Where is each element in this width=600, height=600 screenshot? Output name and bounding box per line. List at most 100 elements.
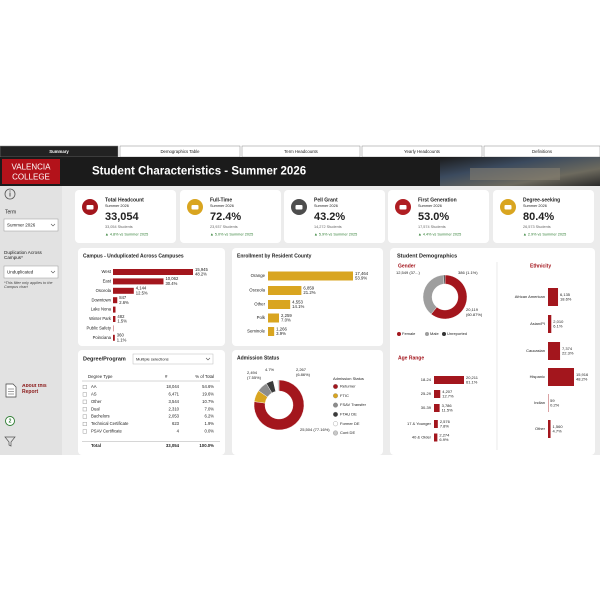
page-title: Student Characteristics - Summer 2026	[92, 166, 306, 178]
kpi-change: ▲ 4.8% vs Summer 2025	[105, 233, 148, 237]
checkbox[interactable]	[82, 422, 87, 427]
table-header: Degree Type	[88, 374, 113, 379]
checkbox[interactable]	[82, 414, 87, 419]
kpi-change: ▲ 5.9% vs Summer 2025	[314, 233, 357, 237]
kpi-detail: 14,272 Students	[314, 225, 342, 229]
checkbox[interactable]	[82, 429, 87, 434]
bar-category: Indian	[534, 400, 545, 405]
bar-value-label: 3,786	[442, 403, 453, 408]
tab-label[interactable]: Term Headcounts	[284, 149, 318, 154]
table-cell: 623	[172, 421, 180, 426]
badge-count[interactable]: 2	[9, 419, 12, 425]
checkbox[interactable]	[82, 399, 87, 404]
chevron	[50, 223, 56, 227]
bar-value-label: 15,945	[195, 267, 208, 272]
kpi-icon-glyph	[504, 205, 512, 210]
table-cell: 3,544	[169, 399, 180, 404]
bar-value-label: 2,259	[281, 313, 292, 318]
bar	[113, 287, 134, 294]
donut-slice	[430, 274, 468, 320]
donut-label-box: 2,494 (7.55%)	[247, 371, 261, 379]
legend-swatch	[333, 411, 338, 417]
bar-percent-label: 1.1%	[117, 338, 127, 343]
bar-value-label: 2,576	[440, 419, 451, 424]
donut-label-box: 2,267 (6.86%)	[296, 368, 311, 377]
legend-swatch	[333, 402, 338, 408]
bar-category: African American	[515, 294, 545, 299]
kpi-icon-glyph	[191, 205, 199, 210]
bar-percent-label: 7.0%	[281, 318, 291, 323]
tab-label[interactable]: Demographics Table	[160, 149, 200, 154]
checkbox[interactable]	[82, 392, 87, 397]
table-total: Total	[91, 443, 101, 448]
dropdown[interactable]	[132, 353, 214, 365]
bar	[548, 368, 574, 386]
bar	[113, 334, 115, 341]
table-cell: 54.6%	[202, 384, 214, 389]
donut-slice	[253, 379, 305, 431]
checkbox[interactable]	[82, 385, 87, 390]
badge[interactable]	[5, 416, 15, 426]
bar-category: Caucasian	[526, 348, 545, 353]
filter-label: Duplication Across Campus*	[4, 250, 42, 261]
table-cell: 6.2%	[204, 414, 214, 419]
dropdown-value[interactable]: Summer 2026	[7, 222, 36, 227]
info-icon-bar	[9, 192, 11, 197]
bar-percent-label: 14.1%	[292, 304, 304, 309]
dropdown-value[interactable]: Unduplicated	[7, 269, 34, 274]
donut-label: 2,267 (6.86%)	[296, 368, 311, 377]
dropdown[interactable]	[3, 218, 59, 232]
card	[232, 350, 383, 455]
chevron	[50, 270, 56, 274]
tab-label[interactable]: Yearly Headcounts	[404, 149, 440, 154]
bar-percent-label: 30.4%	[165, 281, 177, 286]
dropdown[interactable]	[3, 265, 59, 279]
donut-label: 4.7%	[265, 368, 275, 372]
bar-value-label: 6,859	[303, 285, 314, 290]
tab-label[interactable]: Definitions	[532, 149, 552, 154]
kpi-value: 53.0%	[418, 211, 449, 223]
bar-percent-label: 53.9%	[355, 276, 367, 281]
bar	[113, 269, 193, 275]
kpi-change: ▲ 4.4% vs Summer 2025	[418, 233, 461, 237]
table-cell: 7.0%	[204, 406, 214, 411]
bar-percent-label: 2.6%	[119, 300, 129, 305]
info-icon[interactable]	[4, 188, 16, 200]
bar	[434, 420, 438, 428]
bar-percent-label: 12.7%	[442, 394, 454, 399]
table-cell: Technical Certificate	[91, 421, 129, 426]
kpi-icon-glyph	[295, 205, 303, 210]
card-title: Degree/Program	[83, 356, 126, 362]
kpi-title: Total Headcount	[105, 197, 144, 203]
bar-category: 40 & Older	[412, 435, 432, 440]
bar-category: Other	[254, 302, 265, 307]
table-cell: Bachelors	[91, 414, 110, 419]
chevron	[205, 357, 211, 361]
bar-value-label: 15,916	[576, 372, 589, 377]
bar-value-label: 20,211	[466, 375, 479, 380]
kpi-card	[75, 190, 176, 243]
kpi-card	[388, 190, 489, 243]
bar-category: Asian/PI	[530, 321, 545, 326]
kpi-term: Summer 2026	[105, 204, 129, 208]
table-total: 100.0%	[199, 443, 214, 448]
bar-percent-label: 3.9%	[276, 331, 286, 336]
bar-percent-label: 48.2%	[195, 272, 207, 277]
legend-swatch	[397, 332, 401, 336]
bar	[268, 327, 275, 336]
filter-icon[interactable]	[4, 436, 16, 447]
bar-value-label: 10,062	[165, 276, 178, 281]
kpi-icon-glyph	[86, 205, 94, 210]
kpi-change: ▲ 2.9% vs Summer 2025	[523, 233, 566, 237]
tab-label[interactable]: Summary	[49, 149, 69, 154]
about-link-box: About this Report	[22, 384, 47, 395]
header-photo-building	[470, 168, 560, 180]
checkbox[interactable]	[82, 407, 87, 412]
document-icon[interactable]	[5, 383, 17, 398]
table-header: #	[165, 374, 168, 379]
dropdown-value[interactable]: Multiple selections	[136, 356, 169, 361]
bar-value-label: 1,266	[276, 326, 287, 331]
bar-value-label: 7,374	[562, 346, 573, 351]
